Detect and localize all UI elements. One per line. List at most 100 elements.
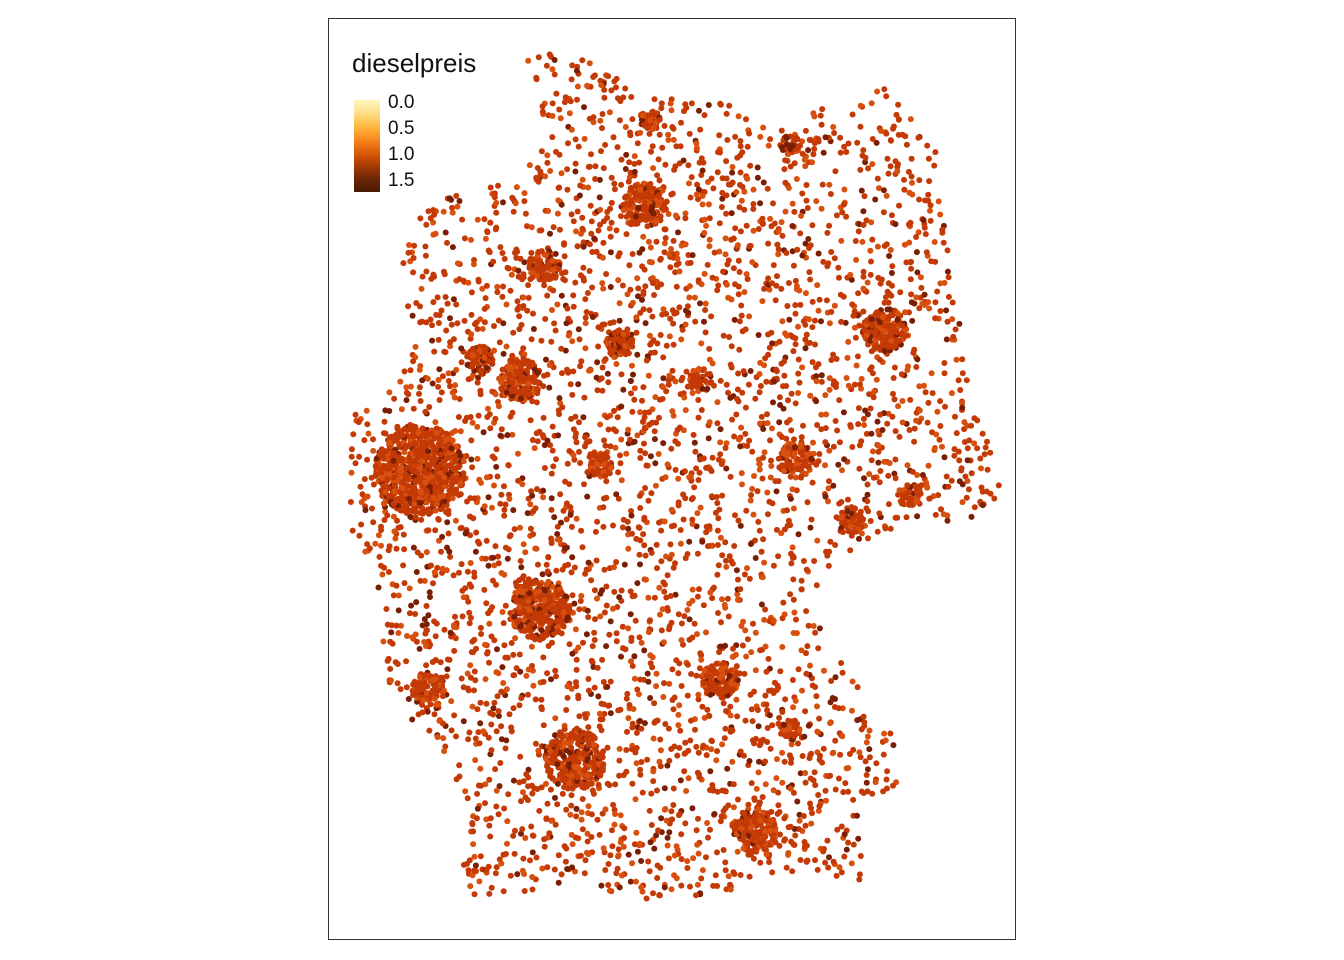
station-point — [794, 798, 801, 805]
station-point — [649, 664, 656, 671]
station-point — [813, 198, 820, 205]
station-point — [766, 286, 773, 293]
station-point — [931, 239, 938, 245]
station-point — [513, 254, 520, 261]
station-point — [857, 381, 863, 388]
station-point — [856, 465, 863, 472]
station-point — [839, 733, 846, 740]
station-point — [550, 224, 557, 231]
station-point — [664, 461, 671, 468]
station-point — [812, 364, 819, 371]
station-point — [439, 373, 446, 380]
station-point — [494, 473, 501, 480]
station-point — [684, 692, 691, 699]
station-point — [572, 626, 579, 633]
station-point — [629, 860, 635, 867]
station-point — [625, 715, 632, 722]
station-point — [762, 781, 769, 788]
station-point — [968, 470, 975, 477]
station-point — [406, 610, 413, 617]
station-point — [648, 207, 655, 214]
station-point — [868, 316, 875, 323]
station-point — [803, 331, 810, 338]
station-point — [508, 640, 515, 646]
station-point — [760, 426, 767, 432]
station-point — [841, 831, 848, 838]
station-point — [694, 510, 701, 517]
station-point — [593, 374, 600, 381]
station-point — [713, 757, 720, 764]
station-point — [857, 166, 864, 173]
station-point — [777, 831, 783, 838]
station-point — [689, 521, 696, 527]
station-point — [627, 878, 634, 885]
station-point — [449, 495, 456, 502]
station-point — [695, 397, 702, 403]
station-point — [419, 458, 425, 465]
station-point — [500, 680, 507, 686]
station-point — [549, 423, 556, 430]
station-point — [753, 785, 760, 792]
station-point — [457, 491, 464, 498]
station-point — [646, 868, 653, 875]
station-point — [905, 221, 912, 228]
station-point — [588, 811, 595, 818]
station-point — [540, 414, 547, 421]
station-point — [911, 425, 918, 432]
station-point — [790, 789, 797, 796]
station-point — [663, 342, 670, 349]
station-point — [630, 371, 636, 378]
station-point — [623, 747, 630, 753]
station-point — [711, 249, 718, 256]
station-point — [861, 723, 868, 729]
station-point — [403, 684, 410, 691]
station-point — [715, 515, 722, 522]
station-point — [619, 524, 626, 531]
station-point — [491, 347, 498, 354]
station-point — [739, 481, 745, 488]
station-point — [501, 512, 508, 519]
station-point — [485, 405, 491, 412]
station-point — [482, 676, 489, 683]
station-point — [673, 843, 680, 850]
station-point — [656, 414, 662, 421]
station-point — [714, 788, 721, 795]
station-point — [470, 515, 477, 522]
station-point — [799, 252, 806, 259]
station-point — [680, 157, 687, 164]
station-point — [549, 817, 556, 824]
station-point — [863, 772, 870, 778]
station-point — [747, 368, 754, 374]
station-point — [700, 602, 707, 609]
station-point — [833, 384, 839, 390]
station-point — [475, 278, 482, 285]
station-point — [814, 728, 821, 735]
station-point — [708, 746, 715, 753]
station-point — [651, 96, 658, 103]
station-point — [849, 707, 855, 714]
station-point — [633, 329, 640, 336]
station-point — [581, 277, 587, 284]
station-point — [449, 244, 456, 251]
station-point — [737, 143, 744, 150]
station-point — [483, 700, 490, 707]
station-point — [902, 309, 908, 316]
station-point — [505, 791, 512, 798]
station-point — [717, 451, 724, 458]
station-point — [737, 228, 744, 235]
station-point — [781, 372, 788, 379]
station-point — [857, 853, 864, 859]
station-point — [944, 268, 951, 275]
station-point — [514, 306, 521, 313]
station-point — [661, 249, 668, 256]
station-point — [391, 395, 398, 402]
station-point — [511, 526, 518, 533]
station-point — [586, 367, 592, 374]
station-point — [860, 273, 867, 280]
station-point — [467, 674, 474, 681]
station-point — [493, 803, 500, 810]
station-point — [738, 424, 745, 431]
station-point — [544, 800, 551, 807]
station-point — [629, 780, 636, 787]
station-point — [740, 368, 747, 375]
